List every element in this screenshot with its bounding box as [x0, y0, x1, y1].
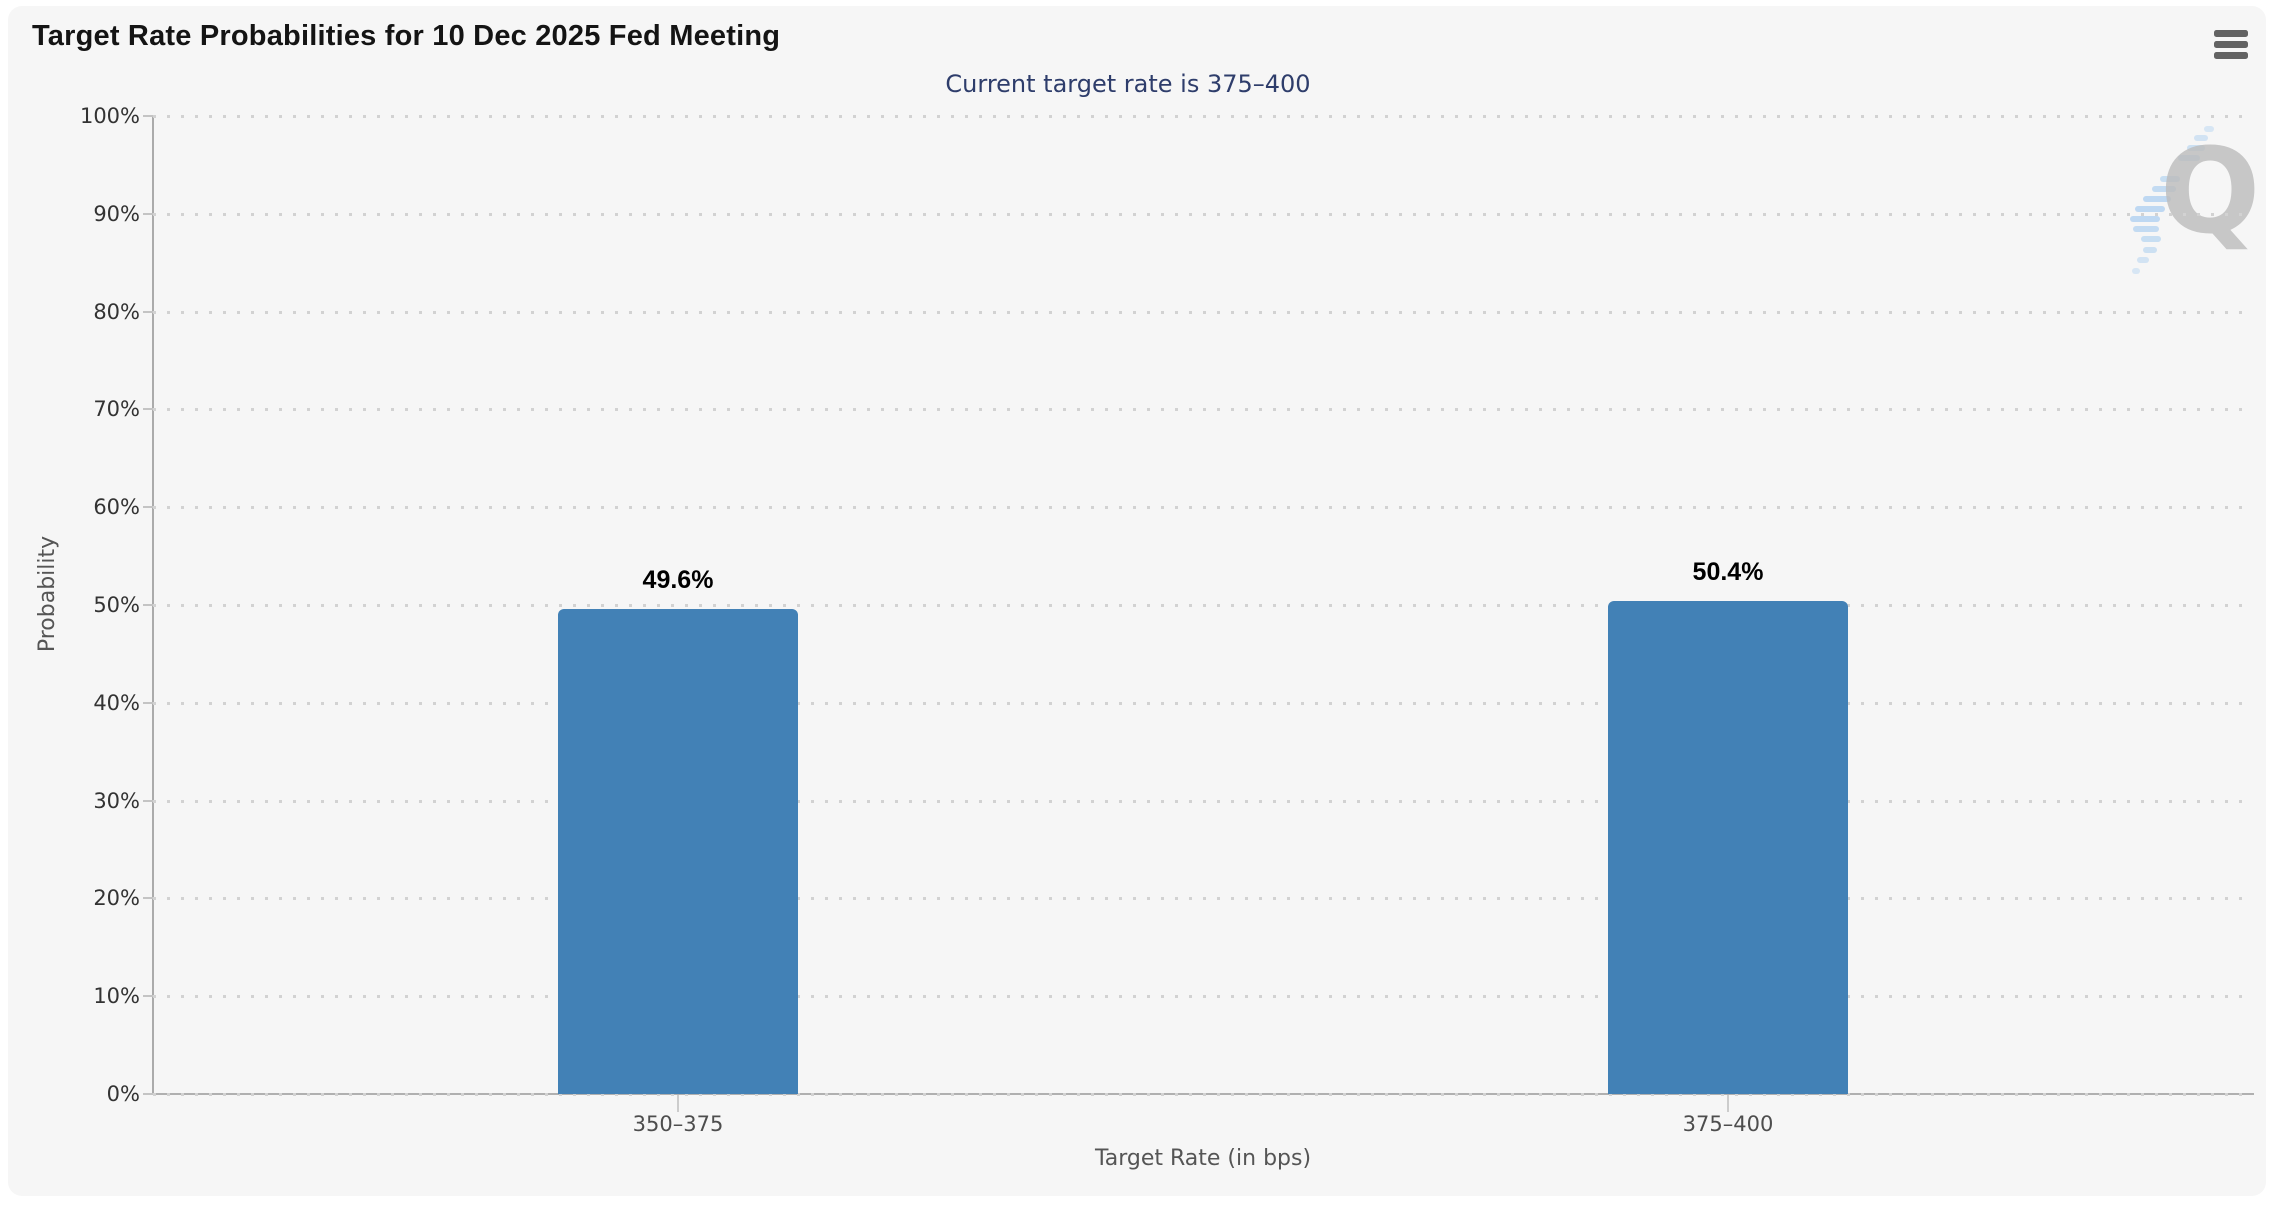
gridline-90% — [153, 212, 2253, 216]
y-axis-tick-label: 70% — [93, 397, 140, 422]
x-axis-tick-label: 350–375 — [632, 1112, 724, 1136]
gridline-80% — [153, 310, 2253, 314]
x-axis-tick — [1727, 1095, 1729, 1112]
watermark-dash — [2137, 257, 2149, 263]
hamburger-menu-icon — [2214, 51, 2248, 59]
watermark-dash — [2204, 126, 2214, 132]
y-axis-tick — [143, 897, 153, 900]
chart-context-menu-button[interactable] — [2204, 18, 2258, 70]
watermark-dash — [2187, 145, 2205, 151]
y-axis-tick — [143, 506, 153, 509]
chart-card: Target Rate Probabilities for 10 Dec 202… — [8, 6, 2266, 1196]
x-axis-title: Target Rate (in bps) — [1094, 1146, 1312, 1171]
watermark-dash — [2194, 135, 2208, 141]
watermark-dash — [2135, 206, 2165, 212]
gridline-10% — [153, 995, 2253, 999]
y-axis-tick-label: 40% — [93, 690, 140, 715]
watermark-dash — [2132, 268, 2140, 274]
bar-375–400[interactable] — [1608, 601, 1848, 1094]
y-axis-tick-label: 20% — [93, 886, 140, 911]
gridline-0% — [153, 1093, 2253, 1096]
y-axis-tick-label: 0% — [106, 1082, 140, 1106]
watermark-dash — [2152, 186, 2176, 192]
y-axis-tick — [143, 604, 153, 606]
gridline-60% — [153, 506, 2253, 510]
y-axis-tick-label: 80% — [93, 299, 140, 324]
gridline-50% — [153, 604, 2253, 607]
y-axis-tick — [143, 1093, 153, 1095]
quikstrike-watermark: Q — [2126, 114, 2278, 284]
y-axis-tick — [143, 995, 153, 998]
y-axis-tick — [143, 799, 153, 802]
y-axis-tick-label: 30% — [93, 788, 140, 813]
chart-title: Target Rate Probabilities for 10 Dec 202… — [32, 20, 781, 52]
hamburger-menu-icon — [2214, 40, 2248, 48]
y-axis-tick — [143, 310, 153, 313]
watermark-dash — [2143, 196, 2171, 202]
y-axis-tick — [143, 115, 153, 117]
y-axis-tick-label: 100% — [79, 104, 140, 128]
x-axis-tick — [677, 1095, 679, 1112]
bar-350–375[interactable] — [558, 608, 798, 1094]
gridline-20% — [153, 897, 2253, 901]
y-axis-tick — [143, 701, 153, 704]
bar-value-label: 50.4% — [1692, 558, 1764, 587]
watermark-dash — [2130, 216, 2160, 222]
y-axis-tick-label: 90% — [93, 201, 140, 226]
hamburger-menu-icon — [2214, 29, 2248, 37]
watermark-dash — [2143, 247, 2157, 253]
watermark-q-logo: Q — [2160, 122, 2261, 260]
watermark-dash — [2178, 155, 2200, 161]
y-axis-tick-label: 60% — [93, 495, 140, 520]
watermark-dash — [2160, 176, 2180, 182]
y-axis-tick-label: 50% — [93, 593, 140, 617]
watermark-dash — [2133, 226, 2159, 232]
gridline-100% — [153, 115, 2253, 118]
x-axis-tick-label: 375–400 — [1682, 1112, 1774, 1136]
y-axis-tick — [143, 408, 153, 411]
y-axis-tick-label: 10% — [93, 984, 140, 1009]
watermark-dash — [2141, 236, 2161, 242]
gridline-40% — [153, 701, 2253, 705]
bar-value-label: 49.6% — [642, 565, 714, 594]
gridline-30% — [153, 799, 2253, 803]
gridline-70% — [153, 408, 2253, 412]
y-axis-tick — [143, 212, 153, 215]
chart-subtitle: Current target rate is 375–400 — [945, 70, 1311, 98]
